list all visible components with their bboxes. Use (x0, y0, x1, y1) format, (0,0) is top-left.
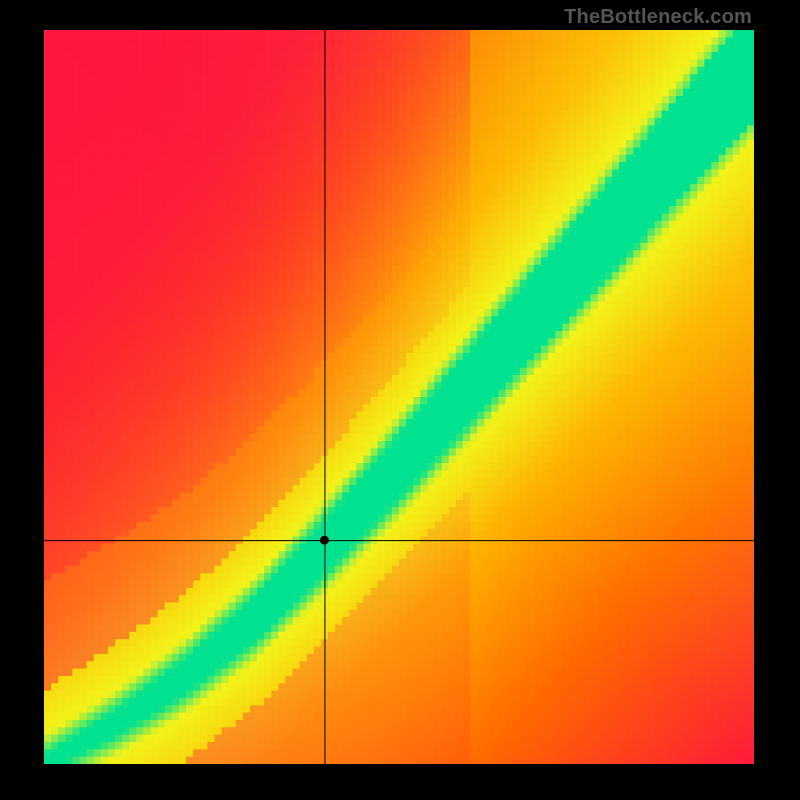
bottleneck-heatmap (44, 30, 754, 764)
figure-container: TheBottleneck.com (0, 0, 800, 800)
watermark-text: TheBottleneck.com (564, 6, 752, 29)
